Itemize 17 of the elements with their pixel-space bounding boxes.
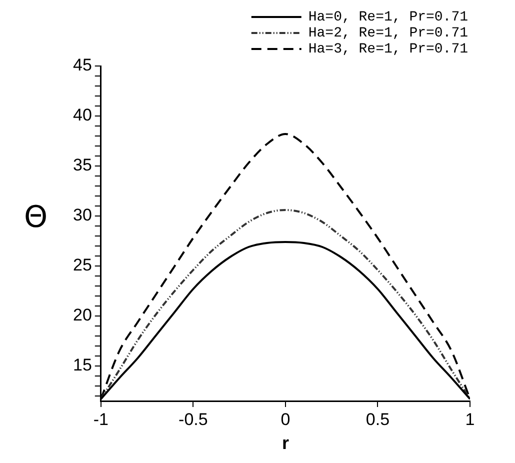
x-tick-label: 0: [280, 410, 290, 429]
y-tick-label: 30: [72, 206, 92, 225]
x-axis-title: r: [282, 433, 289, 454]
legend-label: Ha=2, Re=1, Pr=0.71: [308, 26, 468, 42]
x-tick-label: 0.5: [366, 410, 390, 429]
legend-label: Ha=0, Re=1, Pr=0.71: [308, 10, 468, 26]
legend-label: Ha=3, Re=1, Pr=0.71: [308, 42, 468, 58]
y-axis-title: Θ: [24, 200, 48, 235]
y-tick-label: 20: [72, 306, 92, 325]
y-tick-label: 45: [72, 56, 92, 75]
x-tick-label: -0.5: [178, 410, 208, 429]
y-tick-label: 15: [72, 356, 92, 375]
x-tick-label: 1: [465, 410, 475, 429]
y-tick-label: 35: [72, 156, 92, 175]
y-tick-label: 40: [72, 106, 92, 125]
y-tick-label: 25: [72, 256, 92, 275]
x-tick-label: -1: [93, 410, 108, 429]
